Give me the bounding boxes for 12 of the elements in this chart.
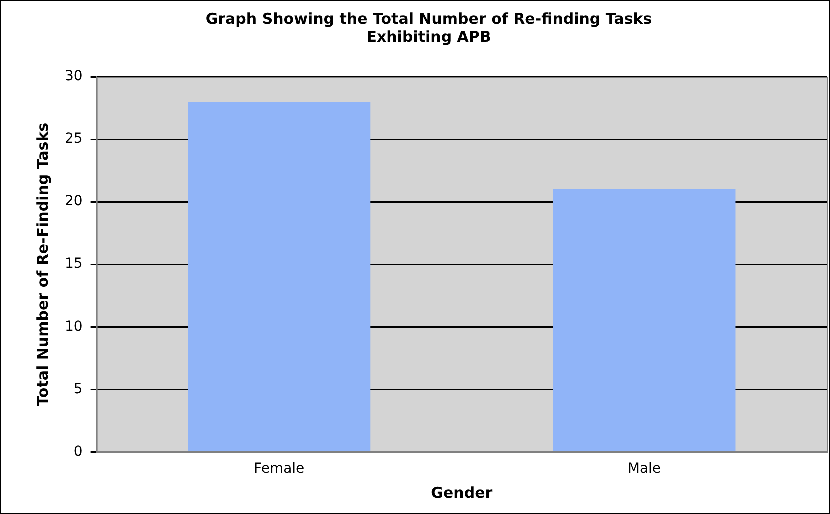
x-axis-title: Gender — [431, 484, 494, 502]
chart-title: Graph Showing the Total Number of Re-finding Tasks Exhibiting APB — [206, 10, 652, 46]
y-tick-label: 30 — [64, 68, 83, 85]
y-tick-label: 15 — [64, 256, 83, 272]
y-tick-label: 0 — [74, 444, 83, 460]
x-tick-label: Male — [628, 461, 662, 478]
y-tick-label: 5 — [74, 381, 83, 398]
y-tick-label: 10 — [64, 318, 83, 335]
x-tick-label: Female — [254, 461, 305, 478]
y-tick-label: 25 — [64, 131, 83, 148]
y-axis-title: Total Number of Re-Finding Tasks — [34, 122, 52, 406]
y-tick-label: 20 — [64, 194, 83, 210]
